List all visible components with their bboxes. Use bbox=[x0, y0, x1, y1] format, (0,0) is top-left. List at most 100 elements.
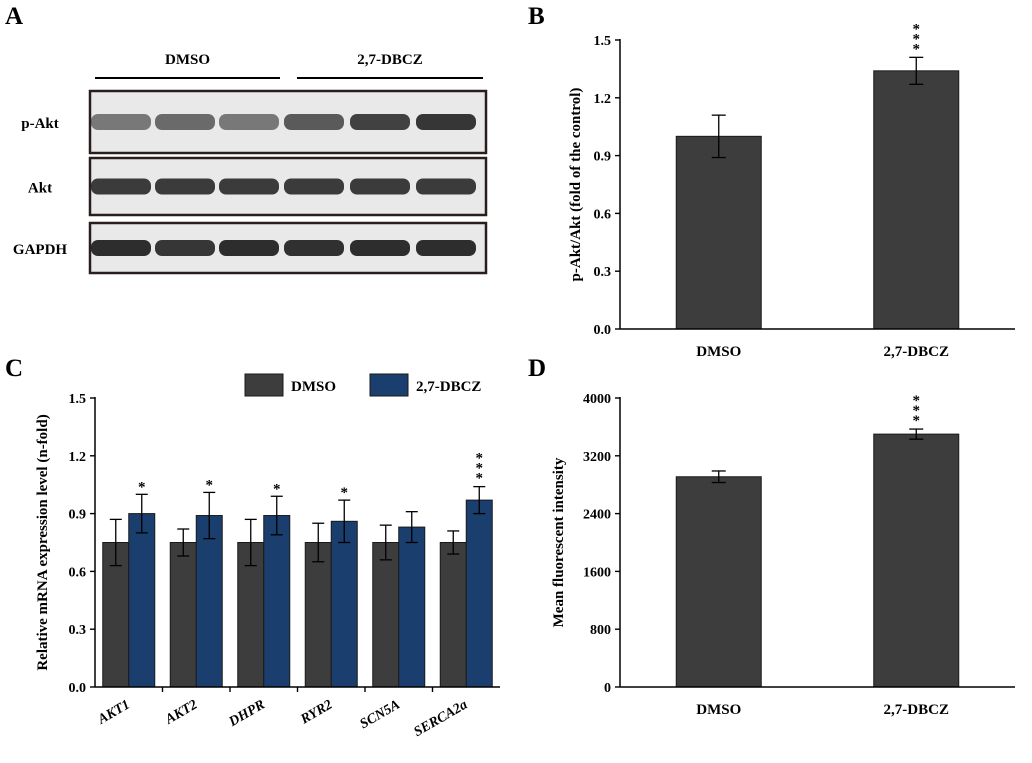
significance-marker: * bbox=[138, 479, 146, 495]
x-category-label: RYR2 bbox=[297, 697, 335, 727]
significance-marker: * * * bbox=[913, 21, 921, 57]
bar bbox=[873, 433, 960, 688]
blot-band bbox=[416, 240, 476, 256]
blot-band bbox=[284, 240, 344, 256]
bar bbox=[675, 135, 762, 330]
panel-d: D 0 800 1600 2400 3200 4000 Mean fluorescent i… bbox=[528, 355, 1015, 718]
x-category-label: 2,7-DBCZ bbox=[884, 702, 949, 718]
y-tick-label: 1.2 bbox=[594, 92, 612, 107]
y-tick-label: 1.5 bbox=[69, 392, 87, 407]
bar bbox=[169, 542, 197, 688]
blot-band bbox=[219, 240, 279, 256]
bar bbox=[873, 70, 960, 330]
bar bbox=[675, 476, 762, 688]
blot-row-label: p-Akt bbox=[21, 116, 59, 132]
x-category-label: DMSO bbox=[696, 344, 741, 360]
blot-band bbox=[284, 178, 344, 195]
x-category-label: AKT2 bbox=[162, 697, 200, 728]
bar bbox=[398, 526, 426, 688]
x-category-label: 2,7-DBCZ bbox=[884, 344, 949, 360]
blot-band bbox=[91, 114, 151, 130]
legend-swatch bbox=[244, 373, 284, 397]
significance-star: * bbox=[913, 403, 921, 419]
blot-row-label: Akt bbox=[28, 181, 52, 197]
y-tick-label: 0.3 bbox=[69, 623, 87, 638]
y-tick-label: 0.9 bbox=[69, 508, 87, 523]
blot-band bbox=[219, 178, 279, 195]
y-tick-label: 1.2 bbox=[69, 450, 87, 465]
y-tick-label: 800 bbox=[590, 623, 611, 638]
y-tick-label: 0.3 bbox=[594, 265, 612, 280]
bar bbox=[102, 542, 130, 688]
y-axis-title: p-Akt/Akt (fold of the control) bbox=[568, 88, 584, 282]
significance-star: * bbox=[476, 461, 484, 477]
y-tick-label: 0.6 bbox=[69, 565, 87, 580]
blot-band bbox=[284, 114, 344, 130]
bar bbox=[195, 515, 223, 688]
significance-marker: * bbox=[273, 481, 281, 497]
x-category-label: AKT1 bbox=[95, 697, 133, 728]
panel-d-label: D bbox=[528, 355, 546, 382]
y-tick-label: 4000 bbox=[583, 392, 611, 407]
y-tick-label: 0.9 bbox=[594, 150, 612, 165]
significance-marker: * * * bbox=[913, 393, 921, 429]
y-axis-title: Relative mRNA expression level (n-fold) bbox=[35, 414, 51, 670]
blot-group-label: 2,7-DBCZ bbox=[357, 52, 422, 68]
significance-star: * bbox=[476, 471, 484, 487]
panel-a-label: A bbox=[5, 3, 23, 30]
y-tick-label: 1.5 bbox=[594, 34, 612, 49]
chart-c: 0.0 0.3 0.6 0.9 1.2 1.5 Relative mRNA expressi… bbox=[35, 373, 500, 740]
western-blot: DMSO 2,7-DBCZ p-Akt Akt GAPDH bbox=[13, 52, 488, 275]
significance-marker: * bbox=[341, 485, 349, 501]
panel-c-label: C bbox=[5, 355, 23, 382]
y-tick-label: 0.0 bbox=[594, 323, 612, 338]
significance-star: * bbox=[913, 41, 921, 57]
panel-c: C 0.0 0.3 0.6 0.9 1.2 1.5 Relative mRNA expres… bbox=[5, 355, 500, 740]
y-axis-title: Mean fluorescent intensity bbox=[551, 457, 567, 627]
blot-band bbox=[155, 178, 215, 195]
bar bbox=[304, 542, 332, 688]
legend-label: DMSO bbox=[291, 379, 336, 395]
bar bbox=[330, 520, 358, 688]
y-tick-label: 0.0 bbox=[69, 681, 87, 696]
significance-marker: * * * bbox=[476, 451, 484, 487]
legend-swatch bbox=[369, 373, 409, 397]
significance-marker: * bbox=[206, 477, 214, 493]
blot-band bbox=[91, 178, 151, 195]
significance-star: * bbox=[476, 451, 484, 467]
blot-band bbox=[416, 114, 476, 130]
blot-band bbox=[155, 114, 215, 130]
blot-band bbox=[350, 178, 410, 195]
legend-label: 2,7-DBCZ bbox=[416, 379, 481, 395]
chart-b: 0.0 0.3 0.6 0.9 1.2 1.5 p-Akt/Akt (fold of the… bbox=[568, 21, 1015, 360]
x-category-label: SCN5A bbox=[358, 697, 403, 732]
blot-band bbox=[91, 240, 151, 256]
significance-star: * bbox=[913, 21, 921, 37]
panel-a: A DMSO 2,7-DBCZ p-Akt Akt GAPDH bbox=[5, 3, 488, 275]
panel-b-label: B bbox=[528, 3, 545, 30]
significance-star: * bbox=[913, 413, 921, 429]
panel-b: B 0.0 0.3 0.6 0.9 1.2 1.5 p-Akt/Akt (fold of t… bbox=[528, 3, 1015, 360]
significance-star: * bbox=[913, 393, 921, 409]
x-category-label: DMSO bbox=[696, 702, 741, 718]
y-tick-label: 3200 bbox=[583, 450, 611, 465]
bar bbox=[263, 515, 291, 688]
blot-band bbox=[350, 114, 410, 130]
y-tick-label: 0 bbox=[604, 681, 611, 696]
x-category-label: SERCA2a bbox=[412, 697, 471, 740]
x-category-label: DHPR bbox=[226, 697, 268, 730]
blot-group-label: DMSO bbox=[165, 52, 210, 68]
significance-star: * bbox=[913, 31, 921, 47]
bar bbox=[465, 499, 493, 688]
bar bbox=[372, 542, 400, 688]
y-tick-label: 0.6 bbox=[594, 207, 612, 222]
chart-d: 0 800 1600 2400 3200 4000 Mean fluorescent int… bbox=[551, 392, 1015, 718]
blot-band bbox=[350, 240, 410, 256]
blot-band bbox=[155, 240, 215, 256]
bar bbox=[128, 513, 156, 688]
y-tick-label: 1600 bbox=[583, 565, 611, 580]
blot-band bbox=[416, 178, 476, 195]
blot-band bbox=[219, 114, 279, 130]
blot-row-label: GAPDH bbox=[13, 242, 67, 258]
